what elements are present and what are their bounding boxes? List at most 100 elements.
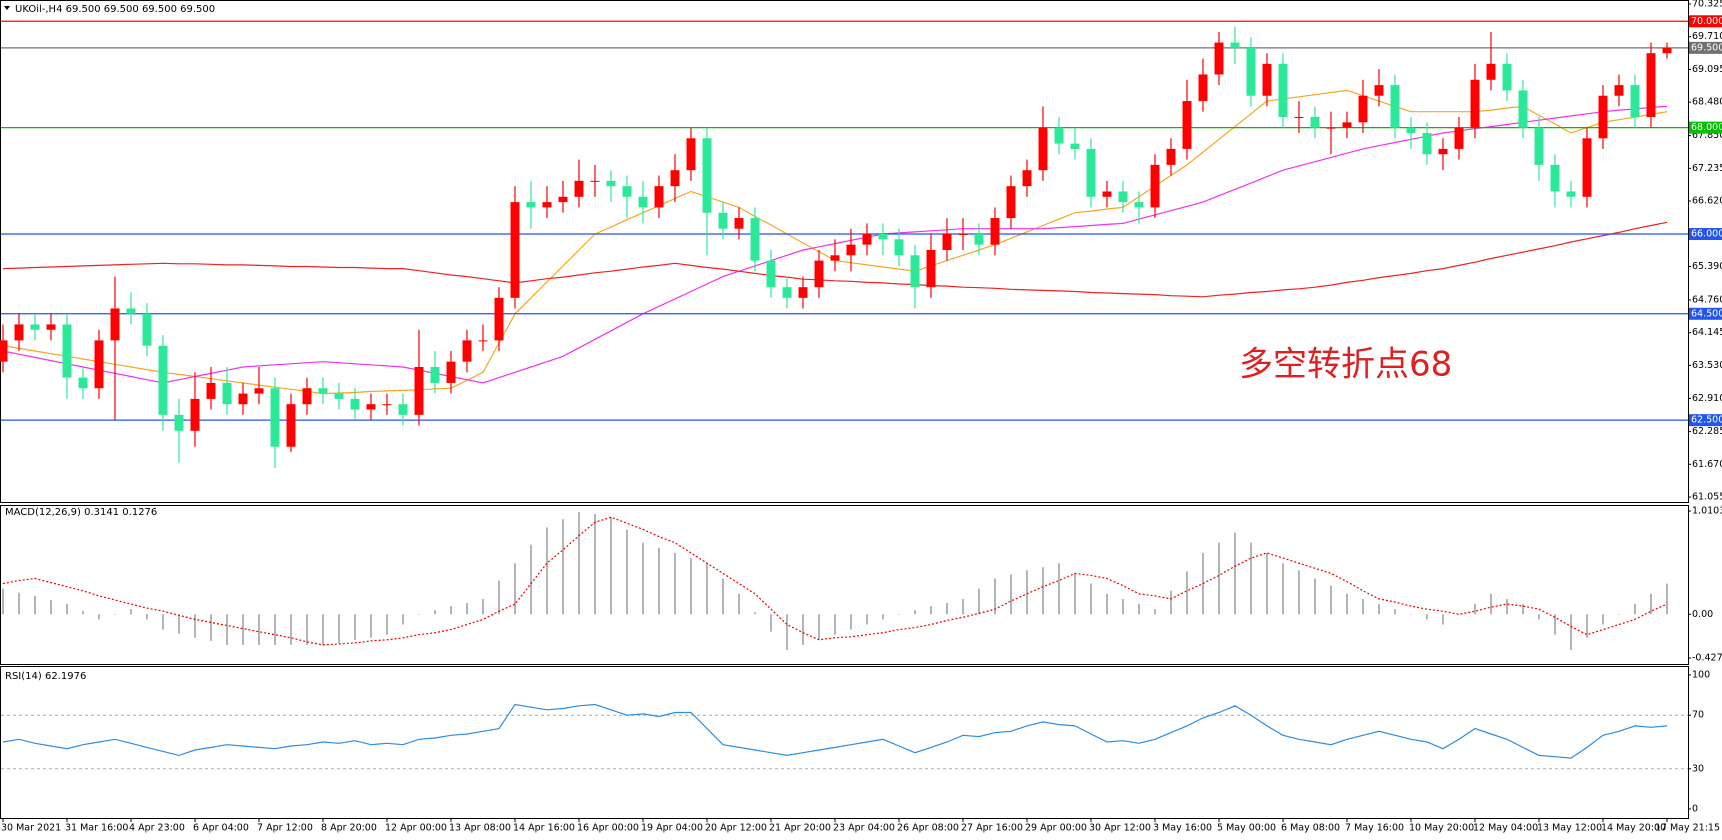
macd-histogram-bar bbox=[994, 578, 996, 615]
macd-histogram-bar bbox=[450, 606, 452, 615]
candle-body bbox=[414, 366, 424, 415]
macd-histogram-bar bbox=[722, 578, 724, 615]
x-tick-label: 12 May 04:00 bbox=[1473, 823, 1538, 834]
macd-histogram-bar bbox=[210, 614, 212, 641]
y-tick-label: 69.095 bbox=[1692, 64, 1722, 75]
candle-body bbox=[62, 324, 72, 378]
level-label-box bbox=[1689, 414, 1722, 427]
y-tick-label: 68.480 bbox=[1692, 97, 1722, 108]
y-tick-label: 61.670 bbox=[1692, 459, 1722, 470]
candle-body bbox=[1022, 170, 1032, 187]
candle-body bbox=[398, 404, 408, 415]
candle-body bbox=[254, 388, 264, 394]
candle-body bbox=[1134, 202, 1144, 208]
y-tick-label: 63.530 bbox=[1692, 360, 1722, 371]
y-tick-label: 64.145 bbox=[1692, 327, 1722, 338]
macd-histogram-bar bbox=[1266, 552, 1268, 615]
macd-histogram-bar bbox=[1650, 593, 1652, 615]
macd-histogram-bar bbox=[322, 614, 324, 645]
macd-histogram-bar bbox=[834, 614, 836, 635]
macd-histogram-bar bbox=[402, 614, 404, 625]
symbol-menu-icon[interactable] bbox=[4, 6, 10, 10]
candle-body bbox=[590, 180, 600, 182]
macd-histogram-bar bbox=[370, 614, 372, 638]
candle-body bbox=[798, 287, 808, 298]
candle-body bbox=[846, 244, 856, 256]
macd-histogram-bar bbox=[1250, 542, 1252, 615]
candle-body bbox=[1630, 85, 1640, 118]
candle-body bbox=[638, 196, 648, 208]
macd-histogram-bar bbox=[1122, 598, 1124, 615]
candle-body bbox=[142, 313, 152, 346]
candle-body bbox=[366, 404, 376, 410]
candle-body bbox=[94, 340, 104, 389]
x-tick-label: 31 Mar 16:00 bbox=[65, 823, 128, 834]
candle-body bbox=[174, 414, 184, 431]
candle-body bbox=[30, 324, 40, 330]
candle-body bbox=[1006, 186, 1016, 219]
candle-body bbox=[862, 234, 872, 245]
rsi-line bbox=[2, 703, 1668, 759]
x-tick-label: 4 Apr 23:00 bbox=[129, 823, 185, 834]
macd-histogram-bar bbox=[1602, 614, 1604, 625]
macd-histogram-bar bbox=[1490, 593, 1492, 615]
moving-average bbox=[2, 221, 1668, 298]
candle-body bbox=[1182, 101, 1192, 149]
macd-histogram-bar bbox=[82, 611, 84, 615]
level-label: 69.500 bbox=[1691, 42, 1722, 53]
macd-signal-line bbox=[2, 516, 1668, 646]
macd-histogram-bar bbox=[1538, 614, 1540, 620]
candle-body bbox=[1166, 148, 1176, 165]
candle-body bbox=[1646, 53, 1656, 118]
candle-body bbox=[126, 308, 136, 314]
candle-body bbox=[654, 186, 664, 208]
x-tick-label: 7 May 16:00 bbox=[1345, 823, 1404, 834]
macd-histogram-bar bbox=[1570, 614, 1572, 651]
macd-histogram-bar bbox=[674, 552, 676, 615]
main-panel-frame bbox=[0, 0, 1689, 503]
candle-body bbox=[526, 202, 536, 208]
candle-body bbox=[1230, 42, 1240, 48]
candle-body bbox=[1390, 85, 1400, 128]
macd-histogram-bar bbox=[1298, 570, 1300, 615]
candle-body bbox=[974, 234, 984, 245]
macd-histogram-bar bbox=[386, 614, 388, 635]
candle-body bbox=[1566, 191, 1576, 197]
candle-body bbox=[1278, 63, 1288, 118]
candle-body bbox=[990, 218, 1000, 245]
macd-histogram-bar bbox=[1346, 593, 1348, 615]
macd-histogram-bar bbox=[290, 614, 292, 645]
macd-histogram-bar bbox=[658, 547, 660, 615]
macd-title: MACD(12,26,9) 0.3141 0.1276 bbox=[5, 507, 157, 518]
x-tick-label: 5 May 00:00 bbox=[1217, 823, 1276, 834]
macd-histogram-bar bbox=[242, 614, 244, 645]
x-tick-label: 26 Apr 08:00 bbox=[897, 823, 959, 834]
candle-body bbox=[494, 297, 504, 341]
level-label-box bbox=[1689, 307, 1722, 320]
candle-body bbox=[1150, 164, 1160, 208]
macd-histogram-bar bbox=[1362, 598, 1364, 615]
candle-body bbox=[1246, 47, 1256, 96]
candle-body bbox=[1470, 79, 1480, 128]
y-tick-label: 62.285 bbox=[1692, 426, 1722, 437]
macd-histogram-bar bbox=[482, 598, 484, 615]
macd-histogram-bar bbox=[1154, 609, 1156, 615]
candle-body bbox=[926, 249, 936, 288]
macd-histogram-bar bbox=[418, 614, 420, 615]
candle-body bbox=[894, 239, 904, 256]
candle-body bbox=[542, 202, 552, 208]
rsi-panel-frame bbox=[0, 666, 1689, 819]
candle-body bbox=[1662, 47, 1672, 54]
x-tick-label: 30 Mar 2021 bbox=[1, 823, 61, 834]
macd-histogram-bar bbox=[34, 595, 36, 615]
candle-body bbox=[1518, 90, 1528, 128]
candle-body bbox=[622, 186, 632, 197]
x-tick-label: 30 Apr 12:00 bbox=[1089, 823, 1151, 834]
candle-body bbox=[222, 382, 232, 405]
y-tick-label: 30 bbox=[1692, 763, 1704, 774]
macd-histogram-bar bbox=[226, 614, 228, 645]
y-tick-label: 62.910 bbox=[1692, 393, 1722, 404]
candle-body bbox=[814, 260, 824, 288]
